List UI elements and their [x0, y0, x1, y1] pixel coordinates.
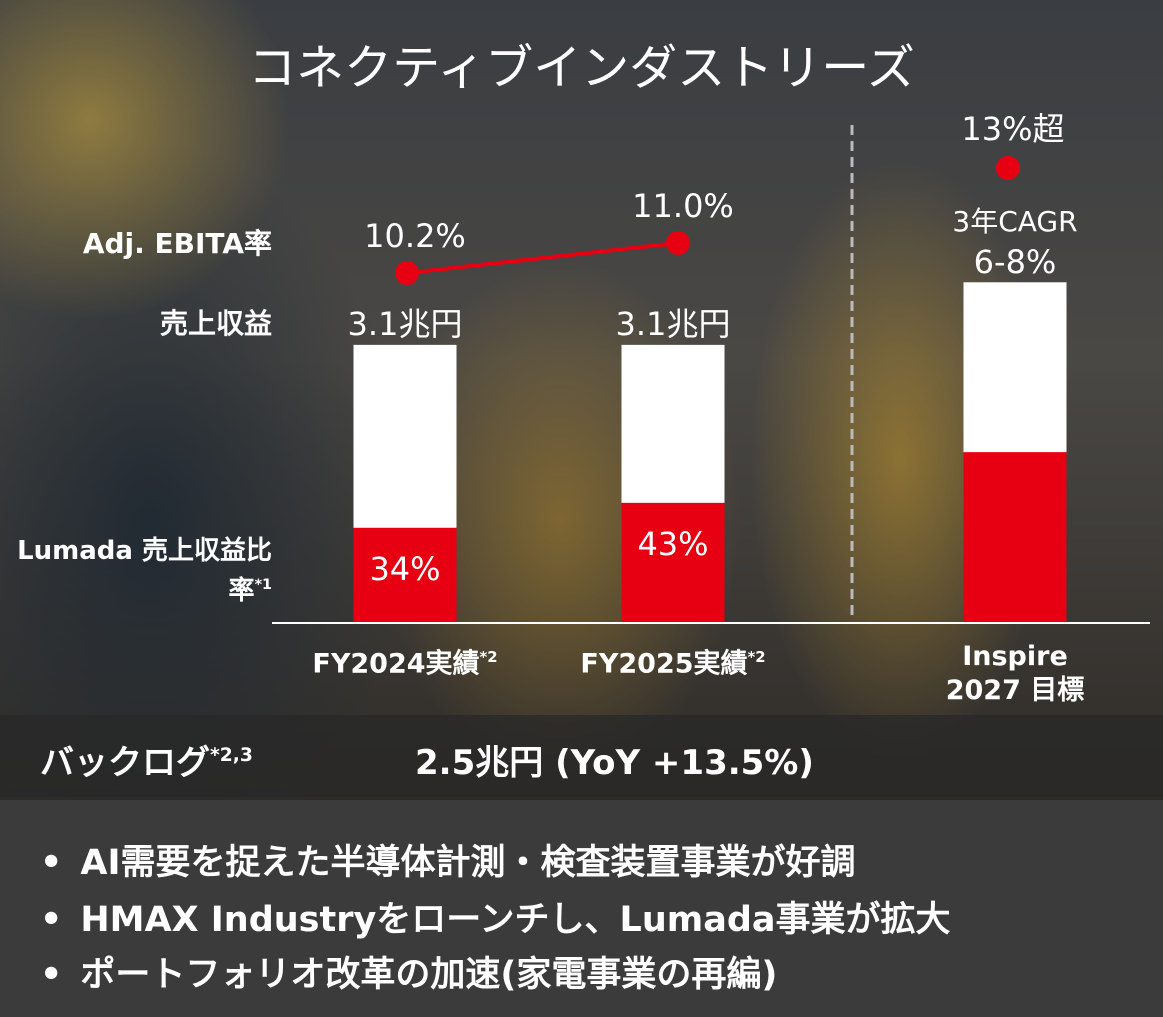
footnote: *2 — [479, 648, 498, 666]
bar-segment — [353, 527, 457, 622]
dot — [666, 231, 690, 255]
bar-segment — [963, 452, 1067, 622]
line — [406, 241, 679, 275]
value-label: 43% — [637, 524, 709, 563]
row-label: Adj. EBITA率 — [82, 227, 272, 260]
backlog-value: 2.5兆円 (YoY +13.5%) — [415, 743, 814, 783]
bullet: ポートフォリオ改革の加速(家電事業の再編) — [40, 946, 777, 997]
value-label: 3.1兆円 — [347, 304, 463, 343]
backlog-band — [0, 715, 1163, 797]
bullet: HMAX Industryをローンチし、Lumada事業が拡大 — [40, 891, 950, 942]
backlog-label: バックログ*2,3 — [40, 735, 253, 784]
x-tick-label-text: FY2024実績 — [312, 648, 480, 680]
value-label: 13%超 — [961, 110, 1065, 148]
value-label: 3.1兆円 — [615, 304, 731, 343]
chart-title: コネクティブインダストリーズ — [248, 40, 915, 96]
x-tick-label-text: Inspire 2027 目標 — [945, 641, 1085, 706]
footnote: *1 — [254, 577, 272, 593]
value-label: 10.2% — [364, 217, 466, 255]
bullet: AI需要を捉えた半導体計測・検査装置事業が好調 — [40, 834, 855, 885]
footnote: *2,3 — [210, 744, 253, 766]
row-label: Lumada 売上収益比率*1 — [12, 534, 272, 608]
dot — [395, 261, 419, 285]
bar-segment — [621, 502, 725, 622]
annotation: 3年CAGR — [952, 205, 1078, 238]
x-tick-label-text: FY2025実績 — [580, 648, 748, 680]
x-tick-label: FY2025実績*2 — [558, 640, 788, 681]
dot — [996, 156, 1020, 180]
backlog-label-text: バックログ — [40, 743, 210, 783]
footnote: *2 — [747, 648, 766, 666]
row-label: 売上収益 — [159, 307, 272, 340]
chart — [272, 125, 1150, 624]
x-tick-label: Inspire 2027 目標 — [920, 640, 1110, 708]
value-label: 34% — [369, 549, 441, 588]
annotation: 6-8% — [973, 243, 1057, 281]
x-tick-label: FY2024実績*2 — [290, 640, 520, 681]
row-label-text: Lumada 売上収益比率 — [17, 536, 272, 606]
value-label: 11.0% — [632, 187, 734, 225]
